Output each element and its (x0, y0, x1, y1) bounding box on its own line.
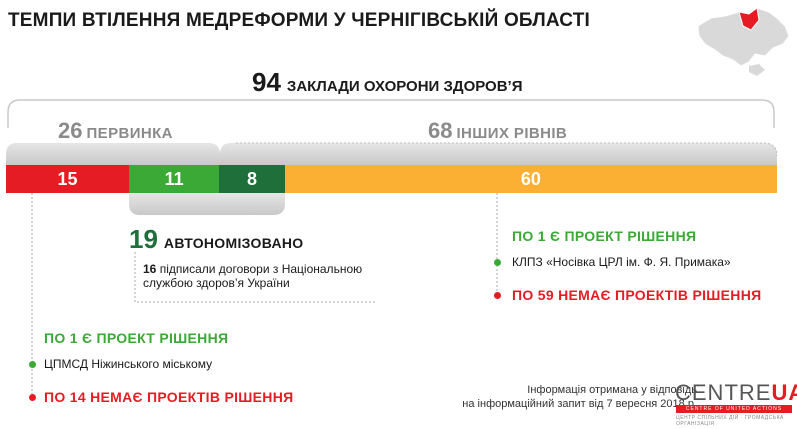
logo-text-a: CENTRE (675, 380, 772, 405)
other-bracket (220, 143, 777, 165)
primary-group-label: 26 ПЕРВИНКА (58, 118, 173, 144)
autonomized-value: 19 (129, 224, 158, 254)
left-item: ЦПМСД Ніжинського міському (44, 357, 213, 371)
left-no-project-bullet (29, 394, 36, 401)
left-no-project: ПО 14 НЕМАЄ ПРОЕКТІВ РІШЕННЯ (44, 389, 294, 405)
connector-autonomized (134, 252, 375, 303)
page-title: ТЕМПИ ВТІЛЕННЯ МЕДРЕФОРМИ У ЧЕРНІГІВСЬКІ… (8, 10, 591, 31)
ukraine-map-icon (697, 7, 790, 76)
primary-value: 26 (58, 118, 83, 143)
right-no-project: ПО 59 НЕМАЄ ПРОЕКТІВ РІШЕННЯ (512, 287, 762, 303)
chernihiv-oblast-highlight (738, 7, 760, 31)
other-bracket-dots (236, 142, 778, 157)
autonomized-label: АВТОНОМІЗОВАНО (163, 235, 304, 251)
right-item: КЛПЗ «Носівка ЦРЛ ім. Ф. Я. Примака» (512, 255, 731, 269)
bar-segment-label: 60 (520, 168, 541, 189)
centreua-logo: CENTREUA (675, 380, 797, 406)
primary-label: ПЕРВИНКА (86, 125, 173, 142)
source-line-1: Інформація отримана у відповідь (527, 384, 697, 396)
note-line-1: підписали договори з Національною (159, 262, 363, 276)
source-note: Інформація отримана у відповідь на інфор… (462, 383, 697, 411)
total-bracket (7, 99, 775, 128)
right-item-bullet (494, 259, 501, 266)
right-no-project-bullet (494, 292, 501, 299)
left-item-bullet (29, 361, 36, 368)
autonomized: 19 АВТОНОМІЗОВАНО (129, 224, 303, 255)
other-label: ІНШИХ РІВНІВ (456, 125, 568, 142)
bar-segment-label: 11 (164, 168, 184, 189)
logo-subtitle: CENTRE OF UNITED ACTIONS (676, 405, 792, 413)
left-project-heading: ПО 1 Є ПРОЕКТ РІШЕННЯ (44, 330, 229, 346)
other-group-label: 68 ІНШИХ РІВНІВ (428, 118, 567, 144)
source-line-2: на інформаційний запит від 7 вересня 201… (462, 398, 697, 410)
bar-segment: 15 (6, 165, 130, 193)
total-facilities: 94 ЗАКЛАДИ ОХОРОНИ ЗДОРОВ’Я (252, 67, 523, 98)
autonomized-note: 16 підписали договори з Національною слу… (143, 262, 362, 290)
autonomized-bracket (129, 193, 285, 215)
total-label: ЗАКЛАДИ ОХОРОНИ ЗДОРОВ’Я (286, 78, 523, 95)
bar-segment-label: 8 (247, 168, 258, 189)
bar-segment: 8 (219, 165, 285, 193)
bar-segment-label: 15 (57, 168, 78, 189)
logo-text-b: UA (771, 380, 797, 405)
right-project-heading: ПО 1 Є ПРОЕКТ РІШЕННЯ (512, 228, 697, 244)
logo-tagline: ЦЕНТР СПІЛЬНИХ ДІЙ · ГРОМАДСЬКА ОРГАНІЗА… (676, 415, 784, 427)
total-value: 94 (252, 67, 281, 97)
primary-bracket (6, 143, 220, 165)
note-line-2: службою здоров’я України (143, 276, 290, 290)
bar-segment: 11 (129, 165, 220, 193)
crimea-outline (749, 64, 765, 76)
note-number: 16 (143, 262, 157, 276)
other-value: 68 (428, 118, 453, 143)
bar-segment: 60 (284, 165, 777, 193)
